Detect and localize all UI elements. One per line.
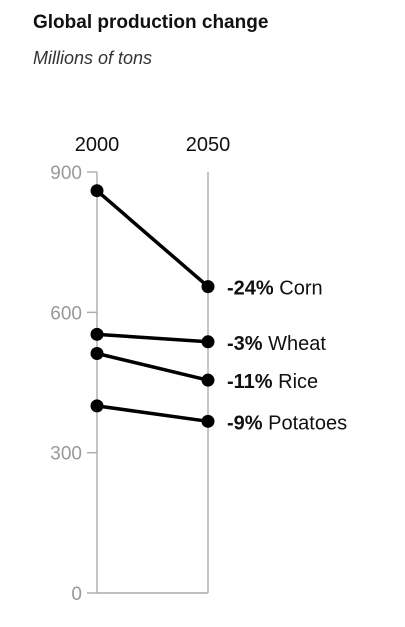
x-label-2000: 2000 xyxy=(75,134,120,156)
series-label-rice: -11% Rice xyxy=(227,371,318,393)
y-tick-label: 300 xyxy=(50,444,82,465)
axes: 0 300 600 900 2000 2050 xyxy=(50,134,230,605)
chart-title: Global production change xyxy=(33,12,269,33)
series-line-potatoes xyxy=(95,404,210,424)
series-labels: -24% Corn -3% Wheat -11% Rice -9% Potatoes xyxy=(227,278,347,435)
series-name-wheat: Wheat xyxy=(263,333,327,355)
chart-subtitle: Millions of tons xyxy=(33,48,153,68)
y-tick-label: 0 xyxy=(71,584,82,605)
y-tick-label: 600 xyxy=(50,303,82,324)
point-potatoes-2050 xyxy=(201,414,215,428)
point-corn-2050 xyxy=(201,280,215,294)
series-label-potatoes: -9% Potatoes xyxy=(227,412,347,434)
series-name-rice: Rice xyxy=(273,371,319,393)
series-change-corn: -24% xyxy=(227,278,274,300)
series-change-potatoes: -9% xyxy=(227,412,263,434)
point-rice-2050 xyxy=(201,373,215,387)
y-tick-label: 900 xyxy=(50,163,82,184)
series-change-rice: -11% xyxy=(227,371,273,393)
point-corn-2000 xyxy=(90,184,104,198)
series-label-corn: -24% Corn xyxy=(227,278,323,300)
point-rice-2000 xyxy=(90,346,104,360)
point-potatoes-2000 xyxy=(90,399,104,413)
series-change-wheat: -3% xyxy=(227,333,263,355)
point-wheat-2000 xyxy=(90,327,104,341)
series-line-corn xyxy=(95,188,210,289)
point-wheat-2050 xyxy=(201,335,215,349)
series-name-corn: Corn xyxy=(274,278,323,300)
series-group xyxy=(90,184,215,428)
x-label-2050: 2050 xyxy=(186,134,231,156)
series-line-wheat xyxy=(95,332,210,344)
series-name-potatoes: Potatoes xyxy=(263,412,348,434)
series-line-rice xyxy=(95,351,210,382)
series-label-wheat: -3% Wheat xyxy=(227,333,326,355)
